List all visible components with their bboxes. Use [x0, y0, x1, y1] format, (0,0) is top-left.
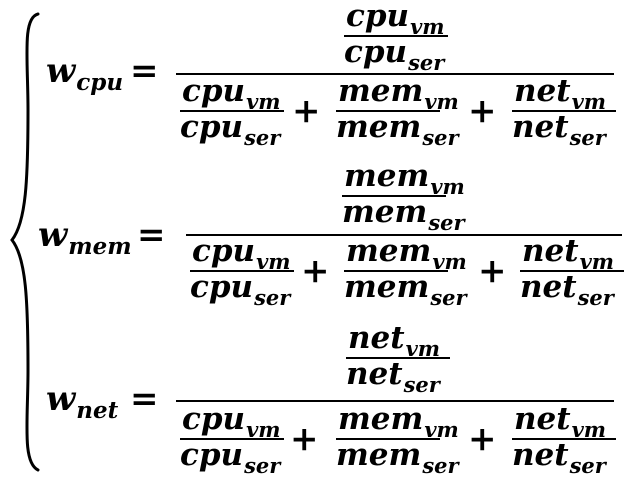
equation-1-lhs-subscript: cpu [76, 69, 123, 96]
equation-1-denominator-term-2-bottom-base: mem [336, 109, 421, 145]
equation-2-denominator-term-2-top-subscript: vm [432, 249, 466, 274]
equation-3-denominator-term-3-top-subscript: vm [572, 417, 606, 442]
equation-2-denominator-term-2-bottom-subscript: ser [429, 285, 468, 310]
equation-3-numerator-top-subscript: vm [406, 336, 440, 361]
equation-3-numerator-top-base: net [348, 320, 405, 356]
left-brace [10, 12, 40, 472]
equation-1-denominator-term-1-top-subscript: vm [246, 89, 280, 114]
equation-1-denominator-term-2-top-base: mem [338, 73, 423, 109]
equation-1-equals-sign: = [130, 51, 159, 91]
equation-1-plus-sign-2: + [468, 91, 497, 131]
equation-1-denominator-term-2-bottom-subscript: ser [421, 125, 460, 150]
equation-3-denominator-term-2-bottom-base: mem [336, 437, 421, 473]
equation-2-plus-sign-2: + [478, 251, 507, 291]
equation-1-plus-sign-1: + [292, 91, 321, 131]
equation-1-denominator-term-3-top-subscript: vm [572, 89, 606, 114]
equation-3-denominator-term-1-bottom-subscript: ser [243, 453, 282, 478]
equation-1-denominator-term-1-bottom-subscript: ser [243, 125, 282, 150]
equation-3-denominator-term-2-top-subscript: vm [424, 417, 458, 442]
equation-2-plus-sign-1: + [301, 251, 330, 291]
equation-3-denominator-term-1-top-subscript: vm [246, 417, 280, 442]
equation-2-denominator-term-1-bottom-base: cpu [190, 269, 253, 305]
equation-2-denominator-term-3-bottom-base: net [520, 269, 577, 305]
equation-2-numerator-bottom-subscript: ser [427, 210, 466, 235]
equation-3-plus-sign-2: + [468, 419, 497, 459]
equation-3-lhs-base: w [46, 379, 77, 419]
equation-1-lhs-base: w [46, 51, 77, 91]
equation-1-numerator-top-base: cpu [346, 0, 409, 34]
equation-3-equals-sign: = [130, 379, 159, 419]
equation-2-lhs-subscript: mem [68, 233, 131, 260]
equation-1-denominator-term-1-top-base: cpu [182, 73, 245, 109]
equation-2-denominator-term-1-bottom-subscript: ser [253, 285, 292, 310]
equation-3-denominator-term-2-bottom-subscript: ser [421, 453, 460, 478]
equation-3-denominator-term-3-top-base: net [514, 401, 571, 437]
equation-1-denominator-term-3-bottom-base: net [512, 109, 569, 145]
equation-3-plus-sign-1: + [290, 419, 319, 459]
equation-1-denominator-term-3-bottom-subscript: ser [569, 125, 608, 150]
equation-1-denominator-term-1-bottom-base: cpu [180, 109, 243, 145]
equation-2-numerator-bottom-base: mem [342, 194, 427, 230]
equation-1-denominator-term-3-top-base: net [514, 73, 571, 109]
equation-2-denominator-term-3-top-subscript: vm [580, 249, 614, 274]
equation-3-numerator-bottom-subscript: ser [403, 372, 442, 397]
equation-2-lhs-base: w [38, 215, 69, 255]
equation-3-denominator-term-2-top-base: mem [338, 401, 423, 437]
equation-2-denominator-term-3-bottom-subscript: ser [577, 285, 616, 310]
equation-1-numerator-bottom-subscript: ser [407, 50, 446, 75]
equation-1-denominator-term-2-top-subscript: vm [424, 89, 458, 114]
equation-2-denominator-term-3-top-base: net [522, 233, 579, 269]
equation-3-denominator-term-3-bottom-base: net [512, 437, 569, 473]
equation-1-numerator-bottom-base: cpu [344, 34, 407, 70]
equation-2-denominator-term-1-top-subscript: vm [256, 249, 290, 274]
equation-3-denominator-term-3-bottom-subscript: ser [569, 453, 608, 478]
equation-2-denominator-term-1-top-base: cpu [192, 233, 255, 269]
equation-2-equals-sign: = [137, 215, 166, 255]
equation-2-numerator-top-base: mem [344, 158, 429, 194]
equation-2-denominator-term-2-top-base: mem [346, 233, 431, 269]
equation-1-numerator-top-subscript: vm [410, 14, 444, 39]
equation-3-numerator-bottom-base: net [346, 356, 403, 392]
equation-3-denominator-term-1-bottom-base: cpu [180, 437, 243, 473]
equation-2-numerator-top-subscript: vm [430, 174, 464, 199]
equation-3-lhs-subscript: net [76, 397, 118, 424]
equation-3-denominator-term-1-top-base: cpu [182, 401, 245, 437]
equation-2-denominator-term-2-bottom-base: mem [344, 269, 429, 305]
